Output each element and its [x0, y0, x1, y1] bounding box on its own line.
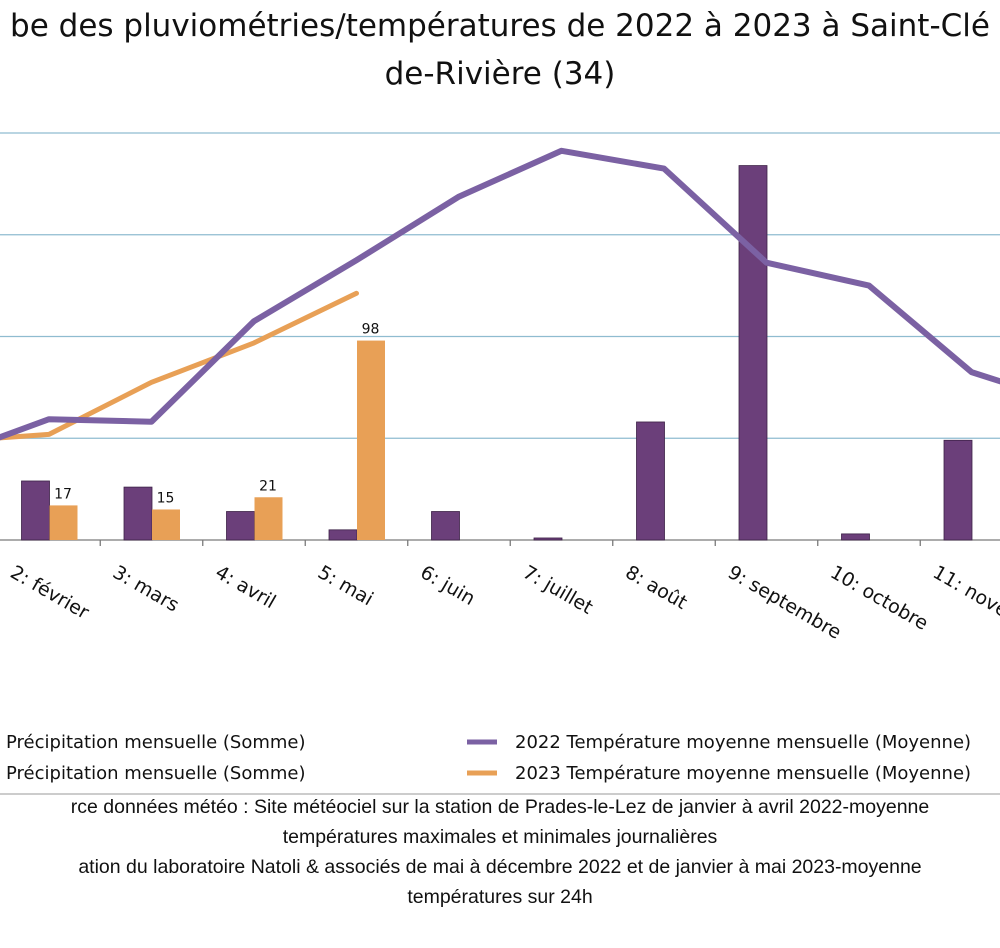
line-2023-temperature: [0, 290, 359, 441]
x-tick-label: 2: février: [7, 561, 93, 624]
bar-2023-precipitation: [49, 505, 78, 540]
x-tick-label: 11: novem: [929, 561, 1000, 631]
source-note-line-1: rce données météo : Site météociel sur l…: [70, 796, 930, 818]
x-tick-label: 5: mai: [314, 561, 377, 610]
bar-2022-precipitation: [533, 537, 563, 541]
x-tick-label: 6: juin: [417, 561, 479, 610]
legend-label: 2022 Température moyenne mensuelle (Moye…: [515, 732, 971, 753]
bar-2023-precipitation: [357, 340, 385, 540]
x-tick-label: 7: juillet: [519, 561, 597, 618]
bar-2022-precipitation: [738, 165, 768, 541]
x-tick-label: 3: mars: [109, 561, 183, 616]
chart-title-line-1: be des pluviométries/températures de 202…: [10, 8, 990, 44]
source-note: rce données météo : Site météociel sur l…: [0, 792, 1000, 912]
bar-2022-precipitation: [123, 486, 153, 541]
legend-label: Précipitation mensuelle (Somme): [6, 763, 306, 784]
data-label-2023-precipitation: 15: [157, 490, 175, 506]
data-label-2023-precipitation: 21: [259, 478, 277, 494]
bar-2023-precipitation: [152, 509, 180, 540]
bar-2022-precipitation: [328, 529, 358, 541]
bar-2022-precipitation: [431, 511, 460, 541]
bar-2022-precipitation: [636, 421, 665, 541]
x-tick-label: 9: septembre: [724, 561, 845, 644]
source-note-line-3: ation du laboratoire Natoli & associés d…: [78, 856, 922, 878]
bar-2022-precipitation: [841, 533, 870, 541]
x-tick-label: 4: avril: [212, 561, 280, 613]
legend-label: Précipitation mensuelle (Somme): [6, 732, 306, 753]
source-note-line-4: températures sur 24h: [407, 886, 593, 908]
bar-2022-precipitation: [21, 480, 50, 541]
bar-2022-precipitation: [943, 439, 973, 541]
bar-2022-precipitation: [226, 511, 255, 541]
source-note-line-2: températures maximales et minimales jour…: [282, 826, 718, 848]
data-label-2023-precipitation: 17: [54, 486, 72, 502]
chart-title: be des pluviométries/températures de 202…: [0, 2, 1000, 98]
chart-title-line-2: de-Rivière (34): [384, 56, 616, 92]
legend-label: 2023 Température moyenne mensuelle (Moye…: [515, 763, 971, 784]
line-2022-temperature: [0, 147, 1000, 441]
x-tick-label: 8: août: [622, 561, 691, 614]
data-label-2023-precipitation: 98: [362, 322, 380, 338]
bar-2023-precipitation: [254, 497, 283, 540]
